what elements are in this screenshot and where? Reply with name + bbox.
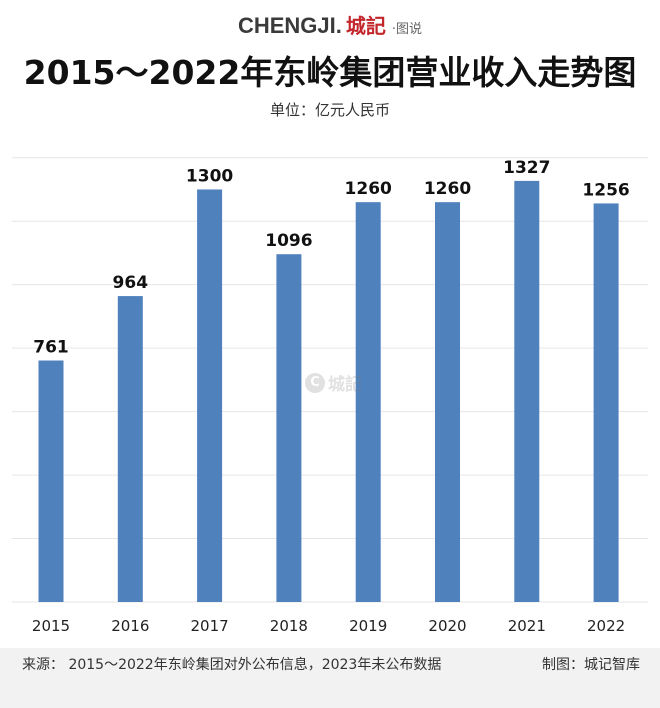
maker-credit: 制图：城记智库 <box>542 657 640 673</box>
x-tick-label-2020: 2020 <box>428 617 466 635</box>
data-label-2018: 1096 <box>265 231 312 251</box>
watermark-logo-icon: C <box>305 372 325 393</box>
brand-header: CHENGJI. 城記 ·图说 <box>0 10 660 39</box>
brand-latin-text: CHENGJI. <box>237 13 342 38</box>
bar-2016 <box>117 296 143 602</box>
brand-chinese-text: 城記 <box>345 14 386 38</box>
data-label-2017: 1300 <box>186 166 233 186</box>
data-label-2020: 1260 <box>424 179 471 199</box>
x-tick-label-2016: 2016 <box>111 617 149 635</box>
x-tick-label-2019: 2019 <box>349 617 387 635</box>
data-label-2021: 1327 <box>503 158 550 178</box>
data-label-2022: 1256 <box>582 180 629 200</box>
bar-2020 <box>435 202 460 602</box>
bar-2019 <box>355 202 381 602</box>
watermark-text: 城記 <box>328 375 362 395</box>
x-tick-label-2022: 2022 <box>587 617 625 635</box>
x-tick-label-2015: 2015 <box>32 617 70 635</box>
x-tick-label-2018: 2018 <box>270 617 308 635</box>
data-label-2019: 1260 <box>345 179 392 199</box>
bar-2022 <box>593 203 619 603</box>
source-note: 来源： 2015～2022年东岭集团对外公布信息，2023年未公布数据 <box>22 657 442 673</box>
chart-title: 2015～2022年东岭集团营业收入走势图 <box>23 53 637 92</box>
watermark: C 城記 <box>305 370 362 395</box>
bar-2015 <box>38 360 64 602</box>
brand-suffix-text: ·图说 <box>391 22 423 37</box>
data-label-2015: 761 <box>33 338 69 358</box>
brand-logo: CHENGJI. 城記 ·图说 <box>238 10 422 39</box>
footer: 来源： 2015～2022年东岭集团对外公布信息，2023年未公布数据 制图：城… <box>0 648 660 708</box>
data-label-2016: 964 <box>113 273 149 293</box>
bar-chart: 761 2015 964 2016 1300 2017 1096 2018 1260 2019 12… <box>12 157 648 635</box>
bar-2021 <box>514 180 540 602</box>
x-tick-label-2021: 2021 <box>508 617 546 635</box>
bar-2017 <box>197 189 223 602</box>
x-tick-label-2017: 2017 <box>191 617 229 635</box>
bar-2018 <box>276 254 302 602</box>
chart-unit-label: 单位：亿元人民币 <box>269 101 390 119</box>
